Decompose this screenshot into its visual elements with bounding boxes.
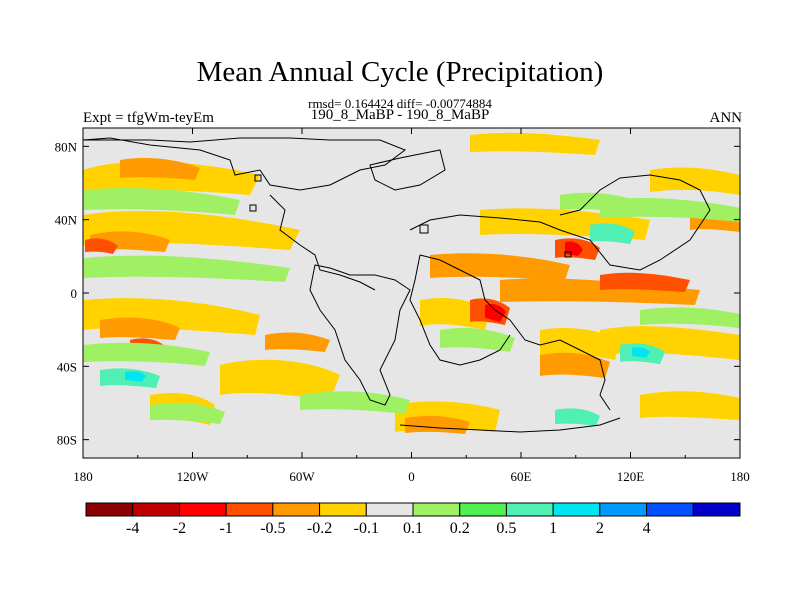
x-tick-label: 60E <box>511 469 532 484</box>
field-band-light-green <box>83 188 740 424</box>
colorbar-label: -2 <box>173 520 186 537</box>
colorbar-swatch <box>552 502 601 517</box>
precip-anomaly-field <box>83 132 740 434</box>
colorbar-swatch <box>365 502 414 517</box>
field-band-teal <box>100 223 665 426</box>
plot-title: Mean Annual Cycle (Precipitation) <box>196 56 604 88</box>
x-tick-label: 0 <box>408 469 415 484</box>
season-label: ANN <box>709 110 743 126</box>
x-tick-label: 120W <box>177 469 210 484</box>
colorbar-swatch <box>178 502 227 517</box>
colorbar-swatch <box>85 502 134 517</box>
colorbar-label: -4 <box>126 520 139 537</box>
y-tick-label: 40N <box>55 213 78 228</box>
colorbar-label: 4 <box>643 520 651 537</box>
colorbar-label: -0.2 <box>307 520 332 537</box>
map-panel <box>82 127 741 459</box>
colorbar-label: -1 <box>219 520 232 537</box>
colorbar-swatch <box>132 502 180 517</box>
colorbar-label: 0.1 <box>403 520 423 537</box>
field-band-orange <box>90 157 740 434</box>
field-band-cyan <box>125 347 650 382</box>
x-tick-label: 180 <box>730 469 750 484</box>
colorbar-swatch <box>319 502 367 517</box>
colorbar-label: 2 <box>596 520 604 537</box>
x-tick-label: 120E <box>617 469 645 484</box>
colorbar-label: -0.1 <box>354 520 379 537</box>
y-tick-label: 40S <box>57 359 77 374</box>
colorbar-label: 0.5 <box>496 520 516 537</box>
y-tick-label: 0 <box>71 286 78 301</box>
colorbar-swatch <box>599 502 648 517</box>
colorbar-swatch <box>646 502 694 517</box>
colorbar-swatch <box>505 502 554 517</box>
coastlines <box>83 137 711 433</box>
y-tick-label: 80S <box>57 433 77 448</box>
colorbar-label: -0.5 <box>260 520 285 537</box>
colorbar-swatch <box>692 502 741 517</box>
colorbar-swatch <box>459 502 507 517</box>
colorbar-swatch <box>412 502 461 517</box>
colorbar: -4 -2 -1 -0.5 -0.2 -0.1 0.1 0.2 0.5 1 2 4 <box>85 502 741 537</box>
x-axis: 180 120W 60W 0 60E 120E 180 <box>73 128 750 484</box>
colorbar-swatch <box>225 502 274 517</box>
colorbar-label: 0.2 <box>450 520 470 537</box>
rmsd-diff-stats: rmsd= 0.164424 diff= -0.00774884 <box>308 96 492 111</box>
colorbar-swatch <box>272 502 321 517</box>
y-tick-label: 80N <box>55 139 78 154</box>
x-tick-label: 60W <box>289 469 315 484</box>
x-tick-label: 180 <box>73 469 93 484</box>
y-axis: 80N 40N 0 40S 80S <box>55 139 740 448</box>
colorbar-label: 1 <box>549 520 557 537</box>
case-label: 190_8_MaBP - 190_8_MaBP <box>310 107 490 123</box>
experiment-label: Expt = tfgWm-teyEm <box>83 110 214 126</box>
